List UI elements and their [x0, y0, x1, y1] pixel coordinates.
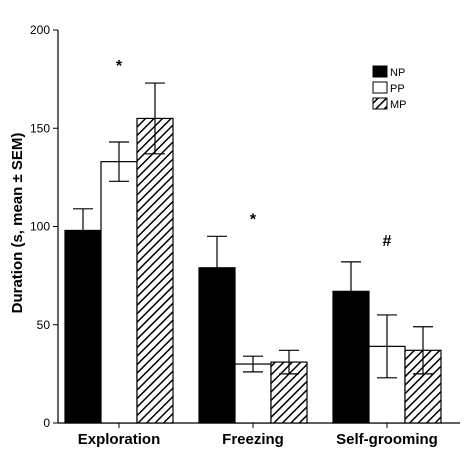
y-axis-label: Duration (s, mean ± SEM) [9, 133, 26, 314]
error-bar [145, 82, 165, 155]
error-bar [207, 235, 227, 300]
x-category-label: Exploration [78, 431, 161, 448]
significance-marker: * [116, 58, 123, 75]
legend: NP PP MP [372, 65, 407, 111]
axes: 0 50 100 150 200 Exploration Freezing Self-groo… [30, 23, 460, 448]
legend-label: MP [390, 99, 407, 111]
x-category-label: Freezing [222, 431, 284, 448]
legend-swatch-np [372, 65, 388, 78]
legend-label: NP [390, 67, 405, 79]
legend-swatch-mp [372, 97, 388, 110]
error-bar [279, 349, 299, 375]
error-bar [377, 314, 397, 379]
bar-mp [404, 349, 442, 424]
error-bar [413, 326, 433, 375]
error-bars [73, 82, 433, 379]
x-category-label: Self-grooming [336, 431, 438, 448]
error-bar [73, 208, 93, 253]
error-bar [243, 355, 263, 373]
error-bar [109, 141, 129, 182]
y-tick-label: 50 [37, 318, 51, 332]
y-tick-label: 100 [30, 220, 50, 234]
significance-marker: # [383, 233, 392, 250]
bar-pp [234, 363, 272, 424]
y-tick-label: 200 [30, 23, 50, 37]
annotations: * * # [116, 58, 392, 250]
error-bar [341, 261, 361, 322]
legend-label: PP [390, 83, 405, 95]
significance-marker: * [250, 211, 257, 228]
y-tick-label: 0 [43, 416, 50, 430]
bar-np [64, 229, 102, 424]
legend-swatch-pp [372, 81, 388, 94]
bar-pp [100, 161, 138, 424]
bar-mp [136, 117, 174, 424]
y-tick-label: 150 [30, 121, 50, 135]
